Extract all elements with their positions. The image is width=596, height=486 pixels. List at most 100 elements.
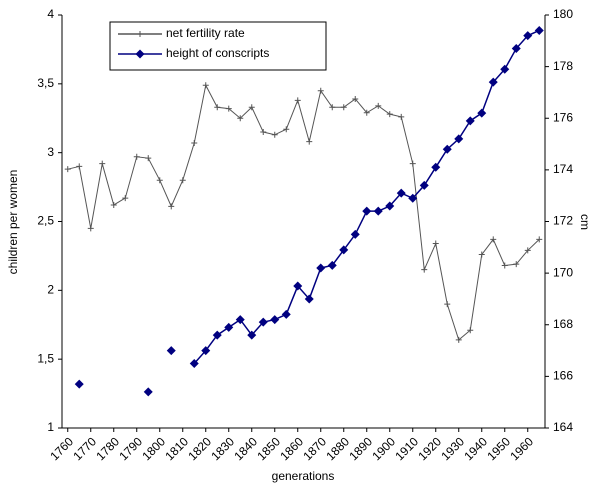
- point: [189, 358, 199, 368]
- point: [419, 180, 429, 190]
- point: [477, 108, 487, 118]
- point: [490, 236, 497, 243]
- y2-tick-label: 170: [553, 265, 573, 279]
- point: [362, 206, 372, 216]
- point: [431, 162, 441, 172]
- x-tick-label: 1900: [369, 434, 398, 463]
- point: [271, 131, 278, 138]
- point: [408, 193, 418, 203]
- y2-tick-label: 168: [553, 317, 573, 331]
- y-tick-label: 3: [47, 145, 54, 159]
- point: [122, 195, 129, 202]
- y2-tick-label: 178: [553, 59, 573, 73]
- x-tick-label: 1770: [70, 434, 99, 463]
- point: [137, 31, 143, 37]
- point: [191, 140, 198, 147]
- point: [396, 188, 406, 198]
- x-tick-label: 1870: [300, 434, 329, 463]
- point: [99, 160, 106, 167]
- point: [133, 153, 140, 160]
- point: [409, 160, 416, 167]
- point: [421, 266, 428, 273]
- point: [237, 115, 244, 122]
- series-line: [193, 29, 540, 364]
- point: [536, 236, 543, 243]
- point: [87, 225, 94, 232]
- point: [432, 240, 439, 247]
- point: [225, 105, 232, 112]
- point: [64, 166, 71, 173]
- x-tick-label: 1940: [461, 434, 490, 463]
- point: [534, 25, 544, 35]
- point: [247, 330, 257, 340]
- x-tick-label: 1800: [139, 434, 168, 463]
- y-tick-label: 2,5: [37, 214, 54, 228]
- x-tick-label: 1860: [277, 434, 306, 463]
- y-tick-label: 3,5: [37, 76, 54, 90]
- x-tick-label: 1820: [185, 434, 214, 463]
- legend-label: net fertility rate: [166, 26, 245, 40]
- point: [327, 260, 337, 270]
- point: [294, 97, 301, 104]
- x-tick-label: 1830: [208, 434, 237, 463]
- point: [488, 77, 498, 87]
- legend-box: [109, 21, 327, 71]
- point: [454, 134, 464, 144]
- point: [281, 309, 291, 319]
- x-tick-label: 1890: [346, 434, 375, 463]
- point: [306, 138, 313, 145]
- x-tick-label: 1850: [254, 434, 283, 463]
- x-tick-label: 1920: [415, 434, 444, 463]
- point: [465, 116, 475, 126]
- point: [317, 87, 324, 94]
- point: [500, 64, 510, 74]
- point: [283, 126, 290, 133]
- x-tick-label: 1930: [438, 434, 467, 463]
- y2-tick-label: 172: [553, 214, 573, 228]
- point: [168, 203, 175, 210]
- x-tick-label: 1950: [484, 434, 513, 463]
- point: [350, 229, 360, 239]
- point: [340, 104, 347, 111]
- point: [258, 317, 268, 327]
- x-tick-label: 1780: [93, 434, 122, 463]
- point: [352, 95, 359, 102]
- point: [212, 330, 222, 340]
- y2-tick-label: 164: [553, 420, 573, 434]
- x-tick-label: 1790: [116, 434, 145, 463]
- point: [304, 294, 314, 304]
- point: [444, 301, 451, 308]
- x-tick-label: 1880: [323, 434, 352, 463]
- point: [270, 315, 280, 325]
- point: [260, 129, 267, 136]
- point: [398, 113, 405, 120]
- x-tick-label: 1840: [231, 434, 260, 463]
- point: [513, 261, 520, 268]
- point: [179, 177, 186, 184]
- point: [524, 247, 531, 254]
- point: [74, 379, 84, 389]
- y2-tick-label: 180: [553, 7, 573, 21]
- point: [386, 111, 393, 118]
- x-tick-label: 1810: [162, 434, 191, 463]
- point: [501, 262, 508, 269]
- point: [224, 322, 234, 332]
- point: [385, 201, 395, 211]
- y-tick-label: 2: [47, 283, 54, 297]
- point: [76, 163, 83, 170]
- point: [455, 336, 462, 343]
- y-axis-label: children per women: [6, 170, 20, 275]
- point: [235, 315, 245, 325]
- point: [329, 104, 336, 111]
- y2-tick-label: 176: [553, 110, 573, 124]
- legend-label: height of conscripts: [166, 46, 269, 60]
- point: [135, 49, 145, 59]
- point: [442, 144, 452, 154]
- x-tick-label: 1760: [47, 434, 76, 463]
- y-tick-label: 1,5: [37, 351, 54, 365]
- point: [143, 387, 153, 397]
- y2-axis-label: cm: [578, 214, 592, 230]
- y2-tick-label: 166: [553, 369, 573, 383]
- point: [214, 104, 221, 111]
